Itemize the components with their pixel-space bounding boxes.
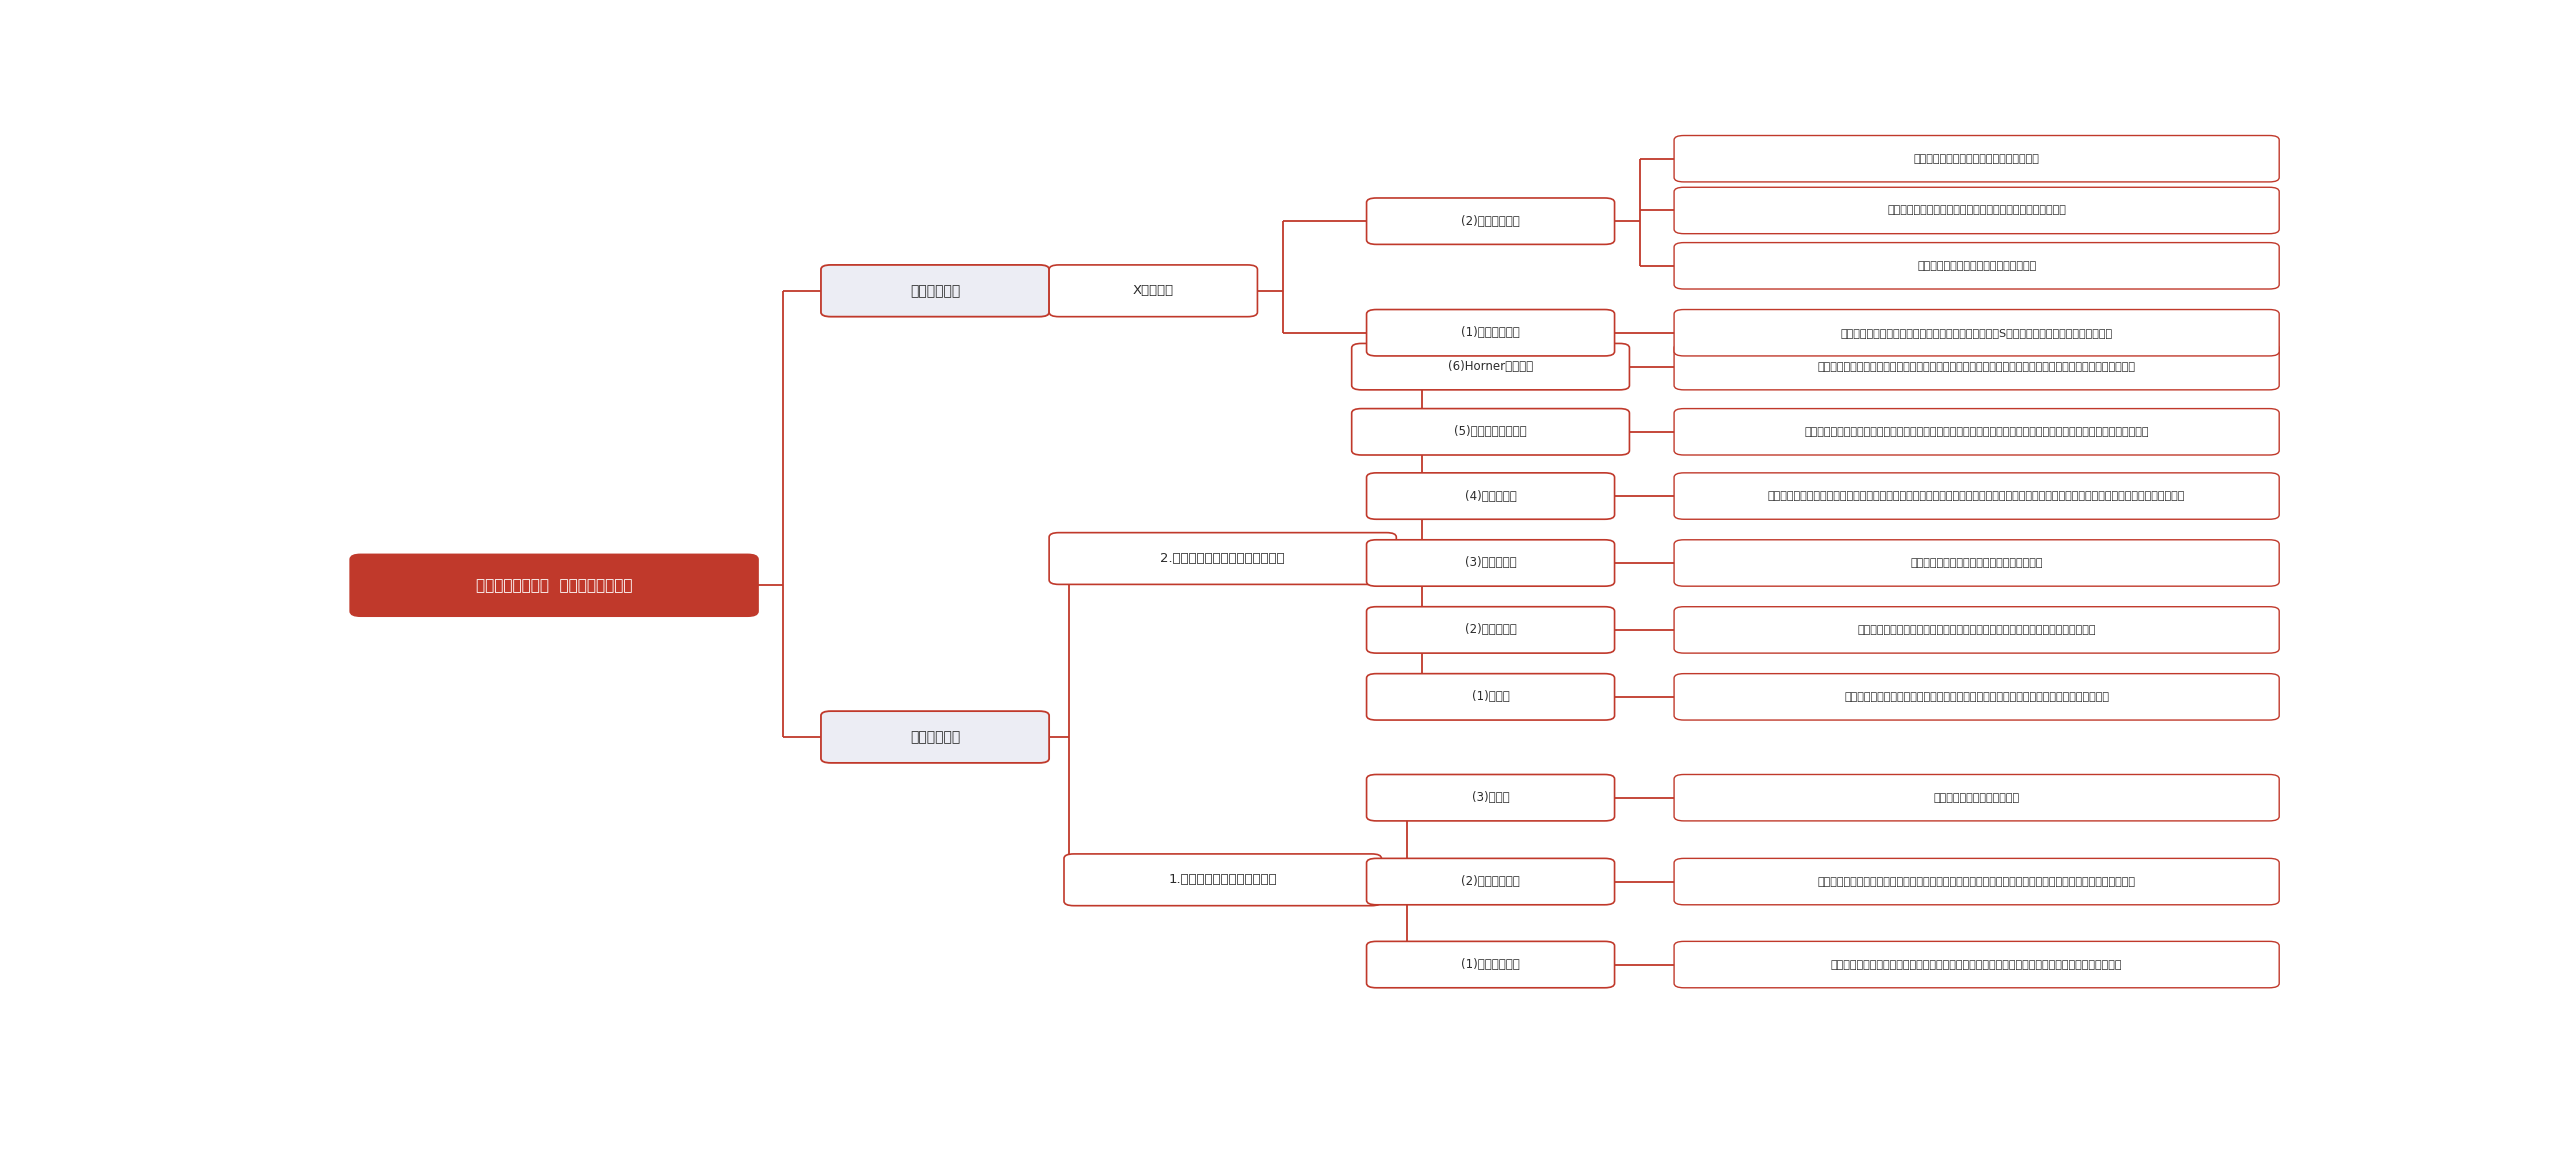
Text: 癌性空洞多呈厚壁、偏心、内缘凹凸不平。: 癌性空洞多呈厚壁、偏心、内缘凹凸不平。 — [1915, 154, 2040, 163]
FancyBboxPatch shape — [1674, 774, 2278, 821]
Text: 2.肿瘤局部扩散引起的症状和体征: 2.肿瘤局部扩散引起的症状和体征 — [1160, 552, 1285, 566]
FancyBboxPatch shape — [1674, 941, 2278, 987]
FancyBboxPatch shape — [1065, 854, 1382, 905]
FancyBboxPatch shape — [1674, 136, 2278, 182]
FancyBboxPatch shape — [1367, 774, 1615, 821]
Text: (6)Horner综合征：: (6)Horner综合征： — [1449, 360, 1533, 373]
Text: 晚期圆形或类圆形影，边缘常呈分叶状，伴有脐凹或细毛刺。: 晚期圆形或类圆形影，边缘常呈分叶状，伴有脐凹或细毛刺。 — [1887, 205, 2066, 216]
FancyBboxPatch shape — [1674, 309, 2278, 356]
FancyBboxPatch shape — [1367, 198, 1615, 245]
Text: (1)咳嗽和咯血：: (1)咳嗽和咯血： — [1462, 958, 1521, 971]
Text: 肿瘤转移至胸膜或者出现肺部淋巴回流受阻就会出现胸腔积液，患者表现为胸廓饱满、气管向健侧移位、呼吸音减弱或消失、患侧叩诊呈浊音。: 肿瘤转移至胸膜或者出现肺部淋巴回流受阻就会出现胸腔积液，患者表现为胸廓饱满、气管… — [1769, 491, 2186, 501]
FancyBboxPatch shape — [1674, 606, 2278, 654]
FancyBboxPatch shape — [1050, 533, 1395, 584]
FancyBboxPatch shape — [1674, 673, 2278, 720]
FancyBboxPatch shape — [1367, 606, 1615, 654]
Text: 肿瘤侵犯胸膜患者可以出现胸痛，表现为不规则的钝痛或者隐痛，在咳嗽的时候出现加重。: 肿瘤侵犯胸膜患者可以出现胸痛，表现为不规则的钝痛或者隐痛，在咳嗽的时候出现加重。 — [1843, 692, 2109, 702]
FancyBboxPatch shape — [1352, 409, 1628, 455]
Text: (1)胸痛：: (1)胸痛： — [1472, 691, 1510, 704]
Text: (2)声音嘶哑：: (2)声音嘶哑： — [1464, 624, 1516, 636]
FancyBboxPatch shape — [1674, 242, 2278, 289]
FancyBboxPatch shape — [1367, 859, 1615, 905]
Text: (5)上腔静脉综合征：: (5)上腔静脉综合征： — [1454, 425, 1526, 438]
FancyBboxPatch shape — [1367, 309, 1615, 356]
Text: 肺上沟瘤压迫颈交感神经，可以出现眼见下垂、瞳孔缩小、眼球内陷，同侧额部和胸部少汗或者无汗的表现。: 肺上沟瘤压迫颈交感神经，可以出现眼见下垂、瞳孔缩小、眼球内陷，同侧额部和胸部少汗… — [1818, 362, 2135, 372]
Text: (3)发热：: (3)发热： — [1472, 792, 1510, 804]
FancyBboxPatch shape — [1367, 673, 1615, 720]
FancyBboxPatch shape — [1352, 343, 1628, 389]
FancyBboxPatch shape — [1674, 473, 2278, 519]
FancyBboxPatch shape — [1367, 540, 1615, 586]
FancyBboxPatch shape — [822, 712, 1050, 763]
Text: 1.原发肿瘤引起的症状和体征: 1.原发肿瘤引起的症状和体征 — [1167, 873, 1277, 887]
Text: 早期呈局限性小斑片状阴影，边缘模糊；: 早期呈局限性小斑片状阴影，边缘模糊； — [1917, 261, 2035, 271]
FancyBboxPatch shape — [1674, 343, 2278, 389]
Text: 一、临床表现: 一、临床表现 — [909, 730, 960, 744]
FancyBboxPatch shape — [822, 265, 1050, 316]
Text: (2)气短或喘鸣：: (2)气短或喘鸣： — [1462, 875, 1521, 888]
Text: 肿瘤组织坏死可以出现发热。: 肿瘤组织坏死可以出现发热。 — [1933, 793, 2020, 803]
Text: 肿瘤侵犯或者压迫食管，可以出现吞咽困难。: 肿瘤侵犯或者压迫食管，可以出现吞咽困难。 — [1910, 557, 2043, 568]
FancyBboxPatch shape — [1367, 473, 1615, 519]
Text: (4)胸腔积液：: (4)胸腔积液： — [1464, 489, 1516, 503]
FancyBboxPatch shape — [1367, 941, 1615, 987]
Text: 刺激性干咳伴痰中带血是肺癌患者早期最常见的临床表现。若侵犯大血管，患者可以表现为大咯血。: 刺激性干咳伴痰中带血是肺癌患者早期最常见的临床表现。若侵犯大血管，患者可以表现为… — [1830, 960, 2122, 970]
FancyBboxPatch shape — [1674, 409, 2278, 455]
Text: (1)中央型肺癌：: (1)中央型肺癌： — [1462, 326, 1521, 340]
Text: 一侧肺门类圆形影，边缘毛糙、分叶或切迹，可呈现反S形征象，是中央型肺癌的典型征象。: 一侧肺门类圆形影，边缘毛糙、分叶或切迹，可呈现反S形征象，是中央型肺癌的典型征象… — [1841, 328, 2112, 337]
Text: 肿瘤侵犯或者压迫到了喉返神经，引起声带麻痹，进而表现为可以出现声音嘶哑。: 肿瘤侵犯或者压迫到了喉返神经，引起声带麻痹，进而表现为可以出现声音嘶哑。 — [1859, 625, 2097, 635]
Text: X线检查：: X线检查： — [1132, 284, 1175, 298]
FancyBboxPatch shape — [1674, 540, 2278, 586]
Text: (2)周围型肺癌：: (2)周围型肺癌： — [1462, 214, 1521, 227]
Text: 肿瘤直接侵犯纵隔，或者转移的淋巴结压迫上腔静脉，患者可以出现上肢以及颜面部水肿及胸部静脉曲张的临床表现。: 肿瘤直接侵犯纵隔，或者转移的淋巴结压迫上腔静脉，患者可以出现上肢以及颜面部水肿及… — [1805, 427, 2148, 437]
Text: 二、辅助检查: 二、辅助检查 — [909, 284, 960, 298]
Text: 临床医学知识点：  原发性支气管肺癌: 临床医学知识点： 原发性支气管肺癌 — [476, 578, 632, 592]
FancyBboxPatch shape — [1674, 188, 2278, 234]
FancyBboxPatch shape — [351, 555, 758, 615]
Text: 肿瘤向气管、支气管内生长引起部分气道阻塞，患者可以表现为呼吸困难、气短、喘息、偶尔可以出现喘鸣。: 肿瘤向气管、支气管内生长引起部分气道阻塞，患者可以表现为呼吸困难、气短、喘息、偶… — [1818, 876, 2135, 887]
FancyBboxPatch shape — [1674, 859, 2278, 905]
Text: (3)吞咽困难：: (3)吞咽困难： — [1464, 556, 1516, 569]
FancyBboxPatch shape — [1050, 265, 1257, 316]
